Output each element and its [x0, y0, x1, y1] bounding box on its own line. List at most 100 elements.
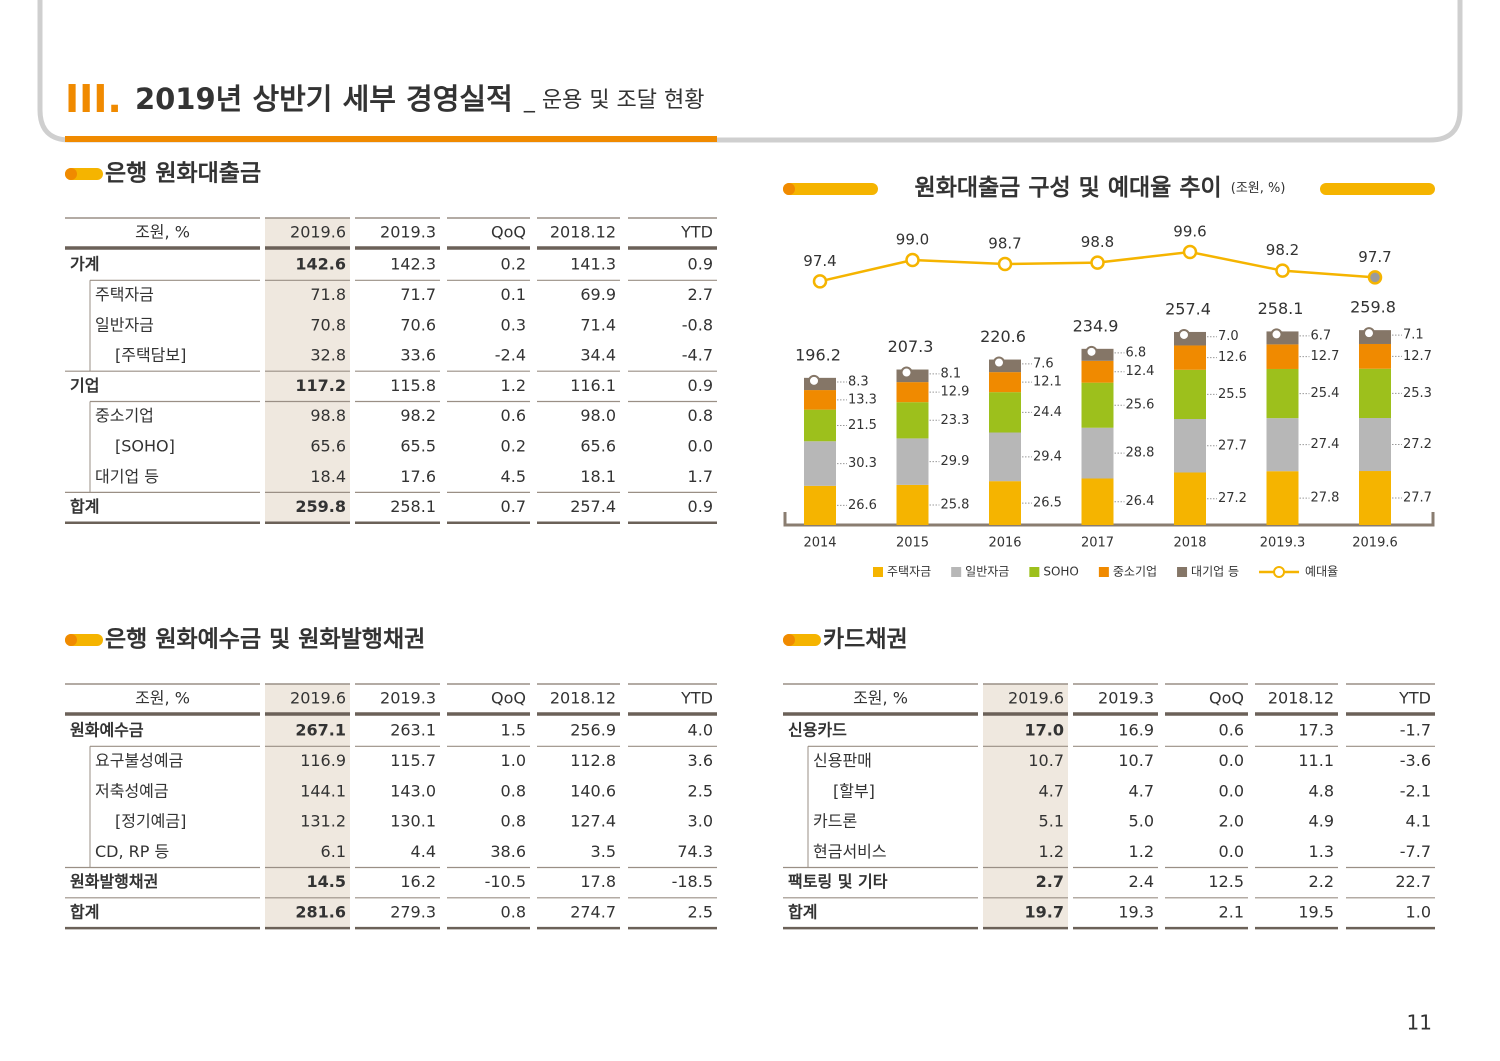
section-title: 은행 원화예수금 및 원화발행채권 — [105, 627, 425, 653]
line-label: 97.4 — [803, 252, 836, 270]
segment-label: 6.7 — [1311, 328, 1332, 343]
segment-label: 7.0 — [1218, 329, 1239, 344]
segment-label: 13.3 — [848, 392, 877, 407]
cell: 0.8 — [501, 781, 526, 800]
bar-segment — [804, 409, 836, 442]
row-label: 합계 — [788, 902, 817, 921]
cell: -0.8 — [682, 315, 713, 334]
cell: 0.9 — [688, 376, 713, 395]
legend-swatch — [951, 567, 962, 577]
bar-segment — [1359, 368, 1391, 419]
column-header: YTD — [680, 223, 713, 242]
row-label: 원화발행채권 — [70, 872, 158, 891]
cell: 3.0 — [688, 812, 713, 831]
bar-cap — [1363, 327, 1375, 340]
cell: 71.8 — [310, 285, 346, 304]
line-point — [1275, 263, 1290, 278]
cell: 141.3 — [570, 255, 616, 274]
cell: 1.2 — [1039, 842, 1064, 861]
cell: 65.5 — [400, 436, 436, 455]
cell: 0.8 — [501, 812, 526, 831]
segment-label: 28.8 — [1126, 446, 1155, 461]
cell: 18.4 — [310, 467, 346, 486]
column-header: QoQ — [491, 223, 526, 242]
cell: 143.0 — [390, 781, 436, 800]
cell: 19.5 — [1298, 902, 1334, 921]
segment-label: 27.8 — [1311, 491, 1340, 506]
cell: 1.5 — [501, 721, 526, 740]
segment-label: 8.3 — [848, 374, 869, 389]
bar-segment — [896, 402, 929, 439]
header-frame — [37, 0, 1463, 143]
line-point — [997, 256, 1013, 272]
segment-label: 27.4 — [1311, 437, 1340, 452]
cell: 12.5 — [1208, 872, 1244, 891]
segment-label: 26.6 — [848, 498, 877, 513]
legend-swatch — [1098, 567, 1109, 577]
cell: 0.0 — [1219, 751, 1244, 770]
cell: 69.9 — [580, 285, 616, 304]
segment-label: 23.3 — [941, 413, 970, 428]
row-label: 주택자금 — [95, 285, 154, 304]
segment-label: 27.2 — [1218, 491, 1247, 506]
row-label: [할부] — [833, 781, 875, 800]
cell: 16.9 — [1118, 721, 1154, 740]
line-point — [1182, 244, 1198, 260]
cell: 0.2 — [501, 436, 526, 455]
bar-segment — [804, 441, 836, 486]
cell: 3.5 — [591, 842, 616, 861]
title-pill-dot — [783, 183, 795, 195]
column-header: 2019.6 — [290, 223, 346, 242]
cell: 130.1 — [390, 812, 436, 831]
segment-label: 25.6 — [1126, 398, 1155, 413]
segment-label: 25.5 — [1218, 387, 1247, 402]
column-header: 조원, % — [853, 689, 908, 708]
cell: 5.0 — [1129, 812, 1154, 831]
cell: 140.6 — [570, 781, 616, 800]
cell: 127.4 — [570, 812, 616, 831]
bar-cap — [1178, 328, 1190, 341]
cell: 34.4 — [580, 346, 616, 365]
bar-segment — [896, 382, 929, 403]
cell: 1.0 — [501, 751, 526, 770]
category-label: 2019.3 — [1260, 536, 1306, 551]
line-label: 98.2 — [1266, 241, 1299, 259]
cell: 115.8 — [390, 376, 436, 395]
segment-label: 25.3 — [1403, 386, 1432, 401]
cell: 115.7 — [390, 751, 436, 770]
legend-label: 중소기업 — [1113, 565, 1157, 579]
category-label: 2014 — [803, 536, 836, 551]
section-title: 은행 원화대출금 — [105, 161, 261, 187]
row-label: 합계 — [70, 497, 99, 516]
cell: 98.2 — [400, 406, 436, 425]
cell: 2.4 — [1129, 872, 1154, 891]
cell: 4.7 — [1129, 781, 1154, 800]
legend-point — [1273, 566, 1286, 578]
bar-segment — [1081, 427, 1114, 479]
bar-cap — [993, 356, 1005, 369]
total-label: 257.4 — [1165, 299, 1211, 318]
bar-cap — [1085, 345, 1098, 358]
column-header: 2019.3 — [1098, 689, 1154, 708]
legend-label: 일반자금 — [965, 565, 1009, 579]
cell: 19.3 — [1118, 902, 1154, 921]
cell: 0.9 — [688, 497, 713, 516]
bar-segment — [804, 485, 836, 525]
cell: 274.7 — [570, 902, 616, 921]
cell: 0.6 — [501, 406, 526, 425]
legend-label: SOHO — [1043, 565, 1079, 579]
row-label: 신용판매 — [813, 751, 872, 770]
segment-label: 29.9 — [941, 454, 970, 469]
total-label: 220.6 — [980, 327, 1026, 346]
cell: -1.7 — [1400, 721, 1431, 740]
highlight-column — [265, 218, 350, 523]
legend-label: 주택자금 — [887, 565, 931, 579]
cell: 4.4 — [411, 842, 436, 861]
cell: 0.8 — [501, 902, 526, 921]
legend-swatch — [1177, 567, 1188, 577]
cell: 17.0 — [1025, 721, 1064, 740]
legend-swatch — [873, 567, 883, 577]
row-label: 팩토링 및 기타 — [788, 872, 888, 891]
row-label: 대기업 등 — [95, 467, 159, 486]
cell: 16.2 — [400, 872, 436, 891]
